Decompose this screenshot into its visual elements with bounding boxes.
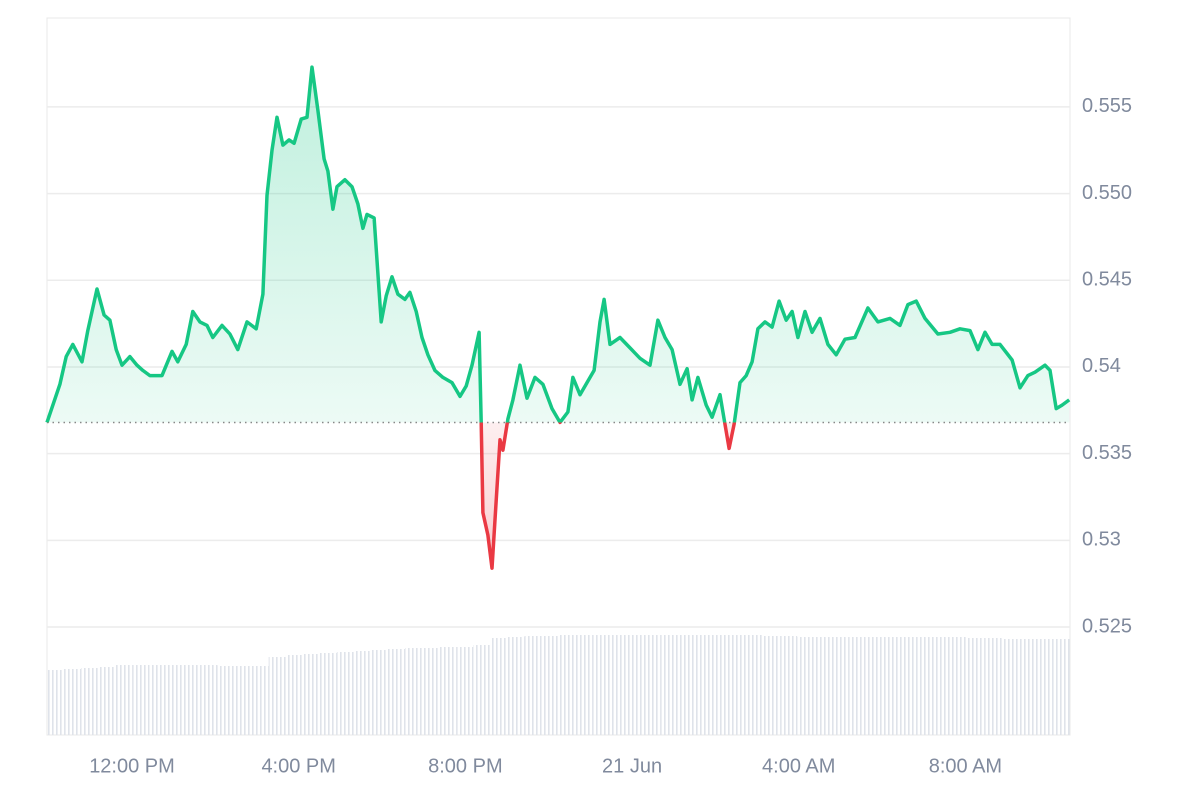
volume-bar [132,665,150,735]
y-tick-label: 0.555 [1082,95,1132,117]
volume-bar [268,657,286,735]
volume-bar [1035,639,1053,735]
volume-bar [780,636,798,735]
x-tick-label: 21 Jun [602,755,662,777]
volume-bar [797,637,815,735]
volume-bar [541,636,559,735]
x-tick-label: 4:00 PM [261,755,335,777]
volume-bar [473,645,491,735]
volume-bar [729,635,747,735]
price-line [45,65,1071,570]
volume-bar [234,666,252,735]
volume-bar [558,635,576,735]
y-tick-label: 0.535 [1082,442,1132,464]
volume-bar [711,635,729,735]
y-tick-label: 0.525 [1082,615,1132,637]
volume-bar [899,637,917,735]
volume-bar [967,638,985,735]
volume-bar [302,654,320,735]
volume-bar [217,666,235,735]
volume-bar [251,666,269,735]
volume-bar [422,648,440,735]
volume-bar [575,635,593,735]
volume-bar [677,635,695,735]
volume-bar [1001,639,1019,735]
volume-bar [353,651,371,735]
volume-bar [524,636,542,735]
volume-bar [115,665,133,735]
volume-bar [643,635,661,735]
volume-bar [336,652,354,735]
volume-bar [609,635,627,735]
y-tick-label: 0.550 [1082,182,1132,204]
volume-bar [507,637,525,735]
y-tick-label: 0.54 [1082,355,1121,377]
x-tick-label: 4:00 AM [762,755,835,777]
volume-bar [848,637,866,735]
volume-bar [746,635,764,735]
volume-bar [149,665,167,735]
volume-bar [64,669,82,735]
volume-bar [933,637,951,735]
volume-bar [405,648,423,735]
volume-bar [490,638,508,735]
volume-bar [183,665,201,735]
y-tick-label: 0.545 [1082,269,1132,291]
volume-bar [200,665,218,735]
volume-bar [81,668,99,735]
volume-bar [1052,639,1070,735]
volume-bar [592,635,610,735]
volume-bar [166,665,184,735]
volume-bar [47,670,65,735]
volume-bar [763,636,781,735]
y-tick-label: 0.53 [1082,529,1121,551]
volume-bar [388,649,406,735]
volume-bar [814,637,832,735]
volume-bar [984,638,1002,735]
volume-bar [660,635,678,735]
volume-bar [865,637,883,735]
volume-bar [456,647,474,735]
volume-bar [98,667,116,735]
volume-bar [319,653,337,735]
volume-bar [626,635,644,735]
x-tick-label: 12:00 PM [89,755,175,777]
x-tick-label: 8:00 AM [929,755,1002,777]
area [47,67,1070,569]
volume-bar [916,637,934,735]
volume-bar [370,650,388,735]
volume-bar [1018,639,1036,735]
volume-bar [285,655,303,735]
volume-bar [882,637,900,735]
x-tick-label: 8:00 PM [428,755,502,777]
volume-bar [831,637,849,735]
volume-bar [694,635,712,735]
volume-bar [950,637,968,735]
volume-bar [439,647,457,735]
